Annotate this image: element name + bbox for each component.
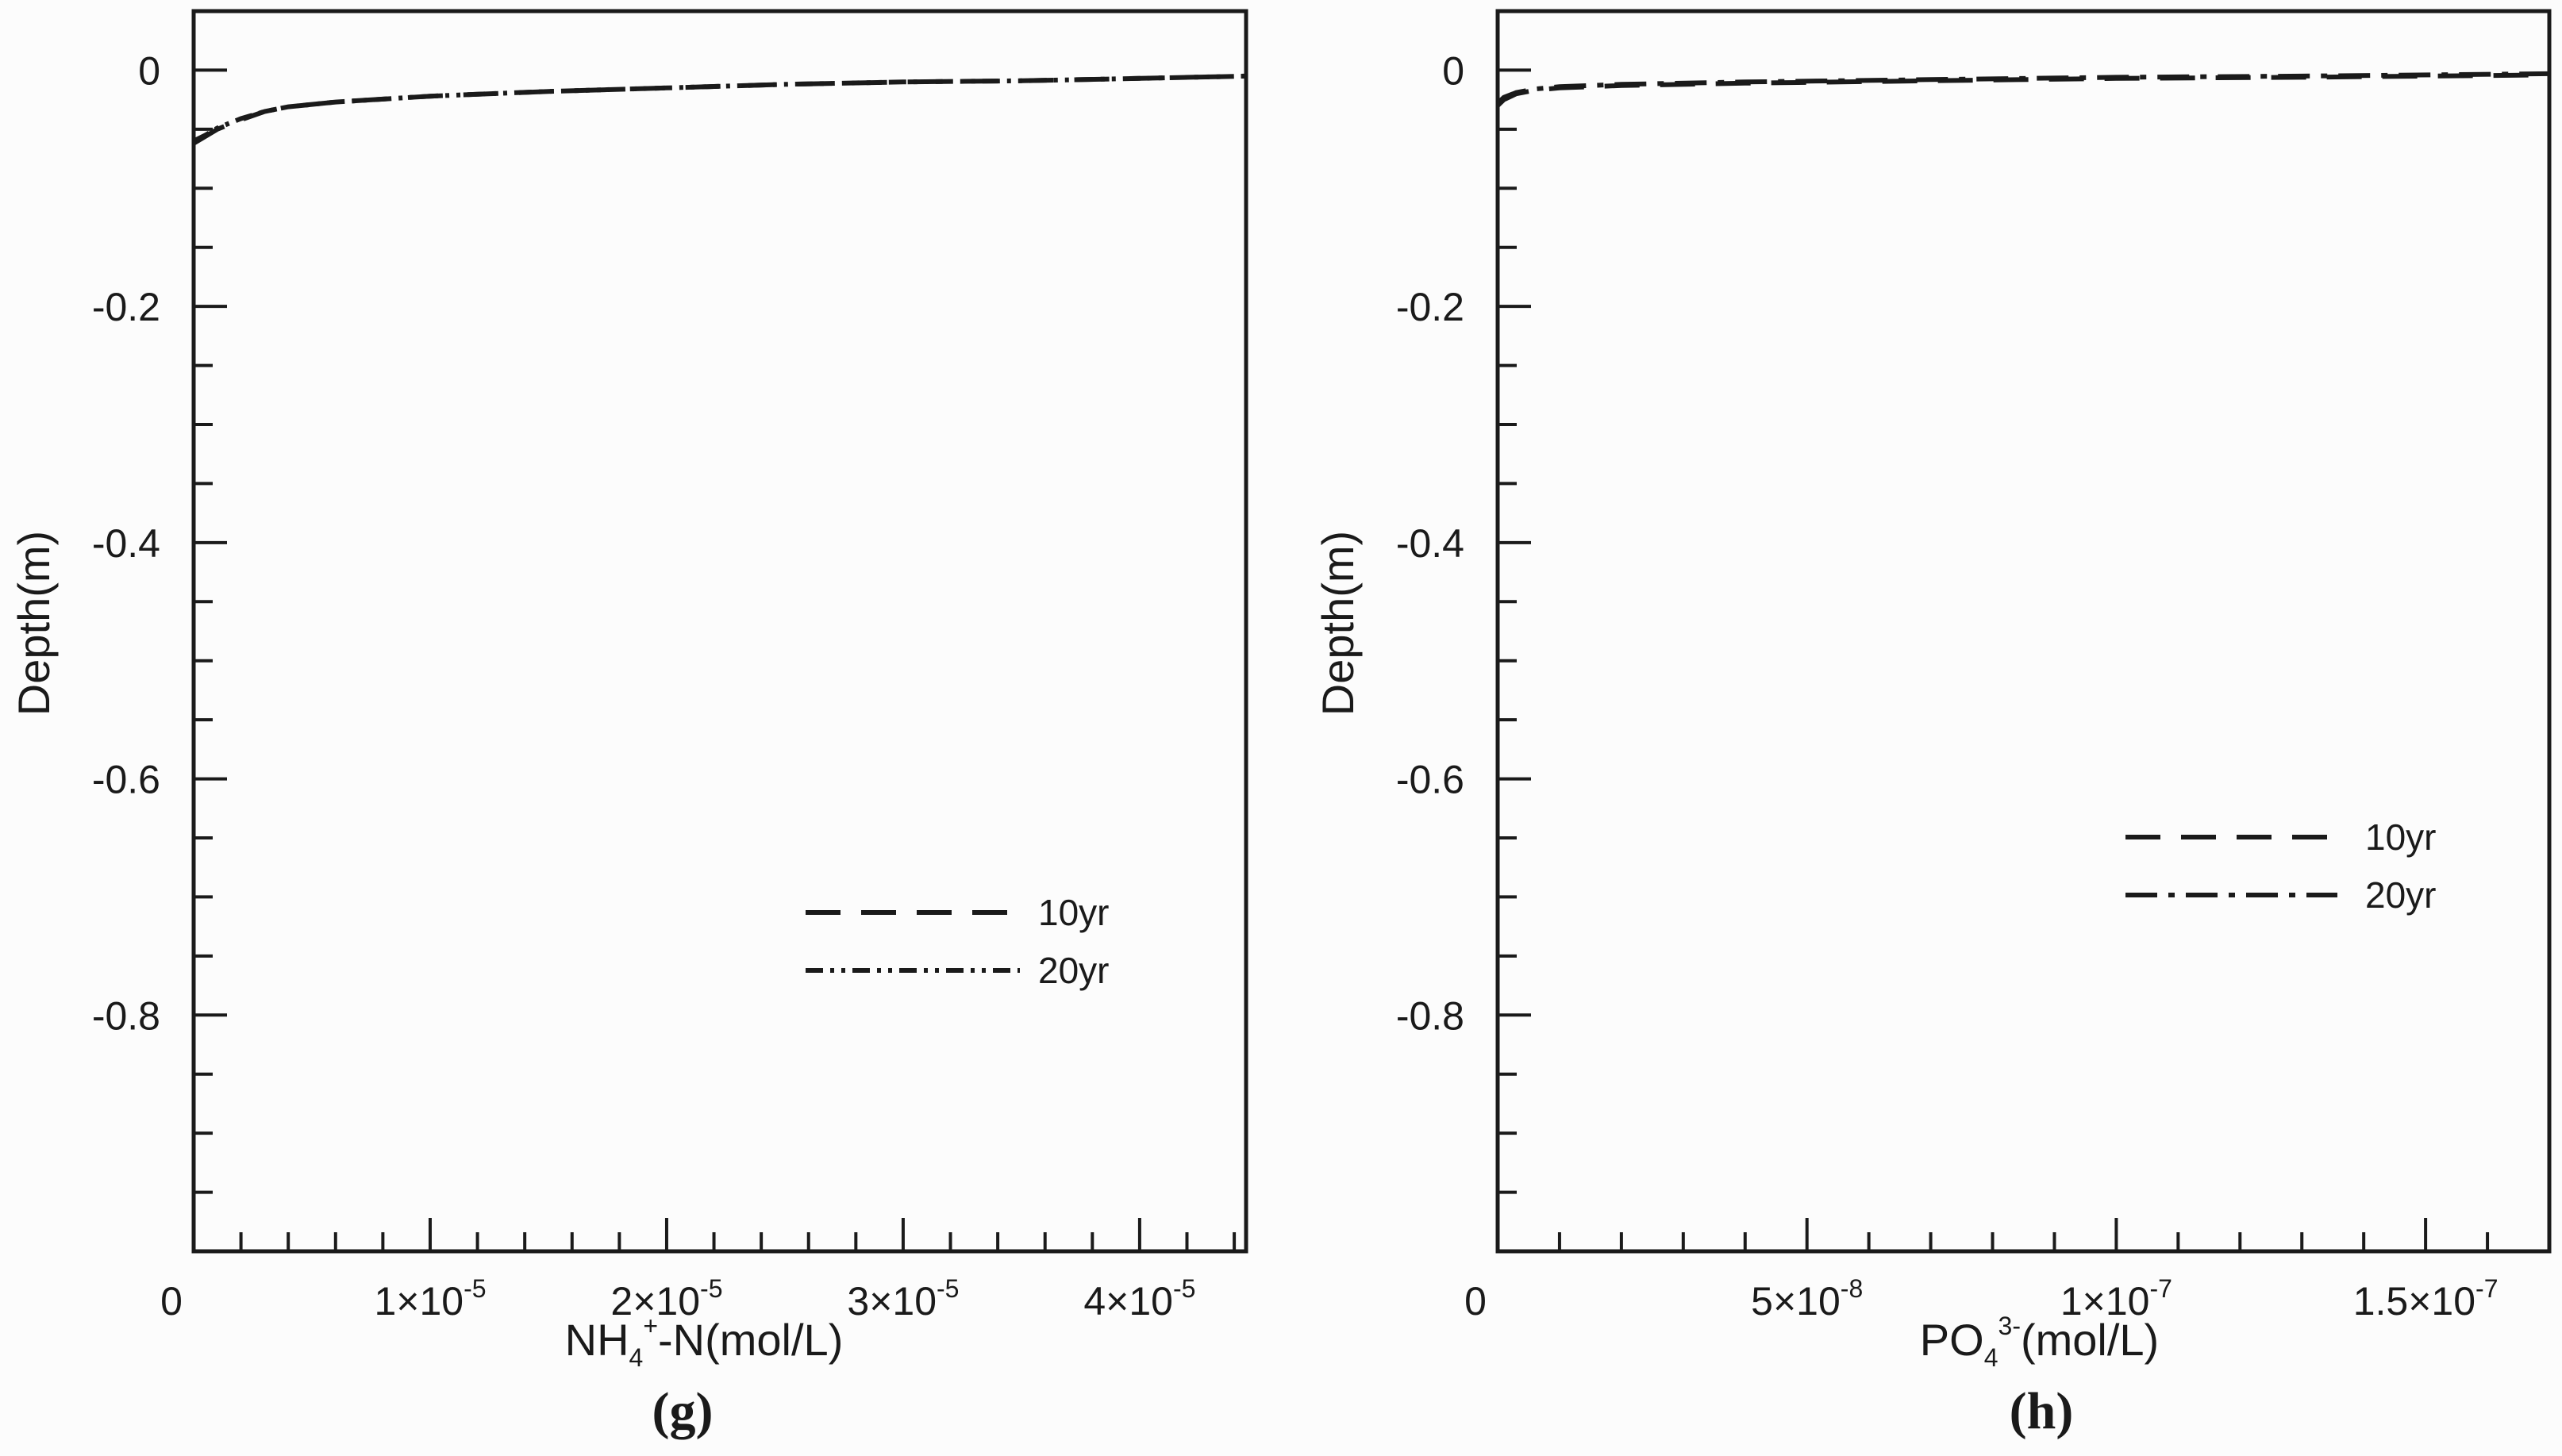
legend-label-10yr: 10yr bbox=[2365, 816, 2436, 858]
chart-panel-h: 0-0.2-0.4-0.6-0.80 5×10-8 1×10-7 1.5×10-7De… bbox=[1313, 9, 2552, 1440]
panel-label: (h) bbox=[2010, 1382, 2074, 1440]
plot-frame bbox=[1495, 9, 2552, 1254]
y-tick-label: 0 bbox=[1442, 48, 1464, 93]
series-line-20yr bbox=[1495, 71, 2550, 106]
legend-label-10yr: 10yr bbox=[1038, 892, 1109, 933]
y-tick-label: -0.2 bbox=[1396, 285, 1464, 329]
x-axis-title: PO43-(mol/L) bbox=[1920, 1312, 2159, 1372]
series-line-10yr bbox=[192, 73, 1247, 146]
x-tick-label: 5×10-8 bbox=[1751, 1274, 1863, 1323]
x-tick-label: 1.5×10-7 bbox=[2353, 1274, 2499, 1323]
x-tick-label: 0 bbox=[1464, 1279, 1487, 1323]
series-line-20yr bbox=[192, 73, 1247, 144]
y-tick-label: -0.8 bbox=[92, 993, 160, 1038]
y-tick-label: -0.6 bbox=[92, 758, 160, 802]
panel-label: (g) bbox=[652, 1382, 714, 1440]
x-tick-label: 3×10-5 bbox=[847, 1274, 959, 1323]
chart-panel-g: 0-0.2-0.4-0.6-0.80 1×10-5 2×10-5 3×10-5 4×10… bbox=[9, 9, 1248, 1440]
y-tick-label: -0.6 bbox=[1396, 758, 1464, 802]
plot-frame bbox=[191, 9, 1248, 1254]
x-axis-title: NH4+-N(mol/L) bbox=[565, 1312, 844, 1372]
legend-label-20yr: 20yr bbox=[2365, 874, 2436, 916]
y-tick-label: -0.2 bbox=[92, 285, 160, 329]
y-axis-title: Depth(m) bbox=[1313, 531, 1363, 716]
y-tick-label: -0.8 bbox=[1396, 993, 1464, 1038]
x-tick-label: 4×10-5 bbox=[1083, 1274, 1195, 1323]
legend: 10yr 20yr bbox=[806, 892, 1109, 991]
y-tick-label: -0.4 bbox=[92, 521, 160, 566]
x-tick-label: 1×10-5 bbox=[374, 1274, 486, 1323]
legend: 10yr 20yr bbox=[2125, 816, 2436, 916]
legend-label-20yr: 20yr bbox=[1038, 950, 1109, 991]
y-axis-title: Depth(m) bbox=[9, 531, 59, 716]
x-tick-label: 0 bbox=[160, 1279, 183, 1323]
y-tick-label: -0.4 bbox=[1396, 521, 1464, 566]
y-tick-label: 0 bbox=[138, 48, 160, 93]
